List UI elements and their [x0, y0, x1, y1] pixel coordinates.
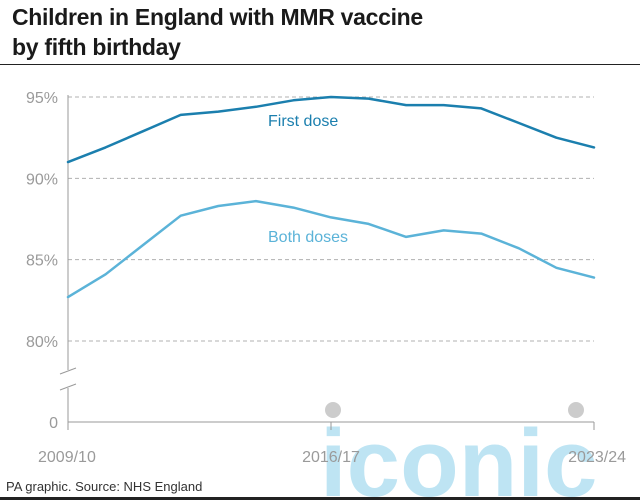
- axis-break-marker: [59, 367, 77, 391]
- y-tick-label: 85%: [26, 253, 58, 270]
- title-line-1: Children in England with MMR vaccine: [12, 4, 423, 30]
- title-line-2: by fifth birthday: [12, 34, 181, 60]
- watermark-logo: iconic: [320, 410, 597, 500]
- y-tick-label: 95%: [26, 90, 58, 107]
- series-line-both-doses: [66, 199, 596, 299]
- y-tick-label: 0: [49, 415, 58, 432]
- y-tick-label: 90%: [26, 171, 58, 188]
- y-tick-label: 80%: [26, 334, 58, 351]
- series-label-first-dose: First dose: [268, 113, 338, 130]
- chart-title: Children in England with MMR vaccine by …: [12, 2, 612, 62]
- watermark-dot: [568, 402, 584, 418]
- x-tick-label: 2023/24: [568, 449, 626, 466]
- bottom-divider: [0, 497, 640, 500]
- watermark-dot: [325, 402, 341, 418]
- x-tick-label: 2009/10: [38, 449, 96, 466]
- x-tick-label: 2016/17: [302, 449, 360, 466]
- title-divider: [0, 64, 640, 65]
- source-note: PA graphic. Source: NHS England: [6, 479, 203, 494]
- series-label-both-doses: Both doses: [268, 229, 348, 246]
- series-line-first-dose: [66, 95, 596, 164]
